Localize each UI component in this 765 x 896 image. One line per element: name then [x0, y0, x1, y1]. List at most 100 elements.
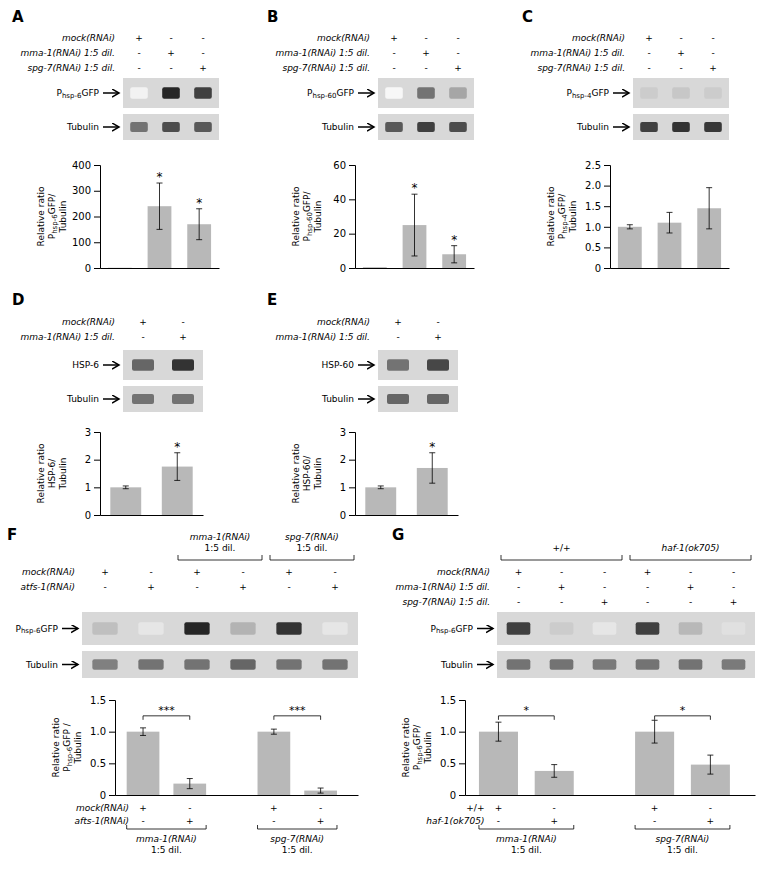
blot — [378, 114, 474, 140]
blot-label: Phsp-6GFP — [56, 88, 99, 100]
group-label: mma-1(RNAi) — [496, 834, 557, 844]
y-tick-mark — [604, 247, 610, 248]
y-tick-mark — [459, 700, 465, 701]
label-part: Tubulin — [568, 201, 578, 234]
panel: Dmock(RNAi)+-mma-1(RNAi) 1:5 dil.-+HSP-6… — [12, 291, 204, 521]
panel-label: A — [12, 8, 24, 26]
y-tick: 40 — [333, 194, 355, 205]
label-part: Tubulin — [440, 659, 473, 669]
label-part: GFP / — [62, 722, 72, 746]
label-part: Tubulin — [313, 458, 323, 491]
y-tick-label: 0 — [85, 510, 91, 521]
blot-band — [132, 359, 154, 370]
y-tick: 0 — [85, 510, 100, 521]
condition-sign: - — [103, 582, 106, 592]
blot-arrow — [103, 92, 119, 94]
y-tick-mark — [349, 487, 355, 488]
condition-name: spg-7(RNAi) 1:5 dil. — [282, 63, 370, 73]
error-bar — [140, 728, 146, 736]
label-part: Tubulin — [25, 659, 58, 669]
blot — [123, 386, 203, 412]
y-tick: 400 — [72, 160, 100, 171]
significance-star: * — [429, 440, 435, 454]
y-axis-title-line: Relative ratio — [51, 717, 61, 777]
bar — [365, 487, 396, 515]
condition-sign: - — [647, 63, 650, 73]
y-axis: 00.51.01.5 — [90, 695, 115, 801]
y-tick-label: 3 — [340, 427, 346, 438]
plot-marks — [618, 188, 721, 268]
blot-band — [417, 87, 435, 98]
label-part: GFP — [336, 88, 354, 98]
condition-sign: + — [601, 597, 609, 607]
y-tick-mark — [459, 763, 465, 764]
panel: G+/+haf-1(ok705)mock(RNAi)+--+--mma-1(RN… — [392, 526, 756, 855]
label-part: Relative ratio — [401, 717, 411, 777]
y-tick: 2.0 — [585, 180, 610, 191]
blot-arrow — [358, 398, 374, 400]
blot-band — [162, 122, 180, 132]
blot-arrow — [477, 664, 493, 666]
condition-sign: + — [193, 567, 201, 577]
blot-label: Tubulin — [66, 122, 99, 132]
condition-sign: + — [687, 582, 695, 592]
y-tick-mark — [604, 206, 610, 207]
condition-sign: + — [186, 816, 194, 826]
label-part: Relative ratio — [51, 717, 61, 777]
y-tick: 3 — [340, 427, 355, 438]
x-axis-line — [356, 515, 459, 516]
label-part: Tubulin — [321, 394, 354, 404]
group-bracket — [270, 555, 354, 560]
y-tick-label: 200 — [72, 211, 91, 222]
blot-band — [92, 622, 117, 635]
subscript: hsp-4 — [572, 91, 592, 99]
y-tick-mark — [459, 795, 465, 796]
label-part: GFP — [40, 623, 58, 633]
blot-band — [130, 87, 148, 98]
y-tick-label: 0.5 — [585, 242, 601, 253]
blot-band — [449, 87, 467, 98]
condition-name: mock(RNAi) — [437, 567, 490, 577]
label-part: Tubulin — [58, 458, 68, 491]
blot — [82, 651, 358, 678]
condition-sign: - — [711, 33, 714, 43]
y-axis-title-line: Tubulin — [73, 732, 83, 765]
blot-band — [162, 87, 180, 98]
blot-arrow — [613, 92, 629, 94]
subscript: hsp-6 — [62, 91, 82, 99]
group-label: 1:5 dil. — [667, 845, 698, 855]
group-label: 1:5 dil. — [511, 845, 542, 855]
blot — [633, 78, 729, 108]
label-part: HSP-6/ — [47, 458, 57, 489]
y-tick-label: 1 — [340, 482, 346, 493]
condition-sign: - — [272, 816, 275, 826]
condition-sign: - — [333, 567, 336, 577]
group-label: spg-7(RNAi) — [285, 532, 339, 542]
x-axis-line — [116, 795, 359, 796]
y-axis-title-line: Relative ratio — [36, 443, 46, 503]
condition-sign: + — [101, 567, 109, 577]
y-tick-label: 0 — [85, 263, 91, 274]
label-part: Tubulin — [313, 201, 323, 234]
condition-sign: - — [137, 63, 140, 73]
y-axis-line — [349, 166, 356, 269]
y-tick: 0 — [85, 263, 100, 274]
y-tick: 1.0 — [90, 726, 115, 737]
condition-name: spg-7(RNAi) 1:5 dil. — [402, 597, 490, 607]
error-bar — [123, 486, 129, 489]
condition-sign: + — [331, 582, 339, 592]
label-part: Tubulin — [66, 394, 99, 404]
y-axis-title-line: HSP-6/ — [47, 458, 57, 489]
y-tick: 2 — [85, 454, 100, 465]
y-axis-title-line: Relative ratio — [546, 186, 556, 246]
blot-band — [172, 359, 194, 370]
x-axis-line — [101, 515, 204, 516]
condition-sign: + — [139, 317, 147, 327]
significance-label: *** — [289, 704, 306, 717]
x-axis — [116, 795, 359, 796]
y-tick: 1.0 — [585, 222, 610, 233]
condition-sign: - — [195, 582, 198, 592]
significance-star: * — [451, 233, 457, 247]
blot-background — [378, 78, 474, 108]
condition-sign: - — [646, 597, 649, 607]
